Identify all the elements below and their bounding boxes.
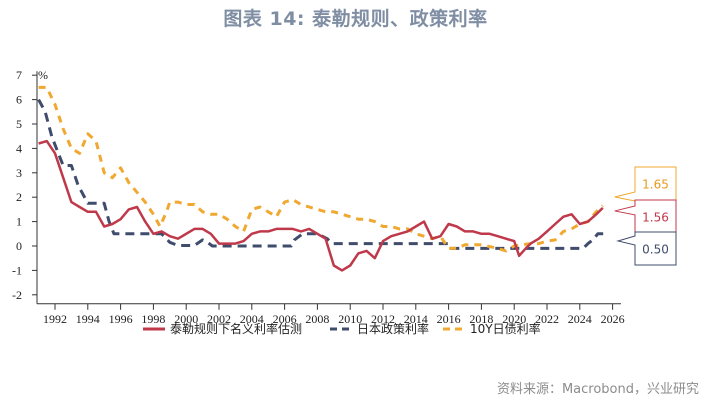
x-tick-label: 1998: [141, 312, 165, 326]
y-tick-label: 6: [16, 93, 22, 107]
x-tick-label: 2020: [502, 312, 526, 326]
y-tick-label: -1: [12, 263, 22, 277]
y-tick-label: 1: [16, 215, 22, 229]
value-callout-label: 0.50: [642, 243, 669, 257]
x-tick-label: 2014: [404, 312, 428, 326]
x-tick-label: 2006: [273, 312, 297, 326]
x-tick-label: 2010: [338, 312, 362, 326]
x-tick-label: 2022: [535, 312, 559, 326]
y-tick-label: 7: [16, 68, 22, 82]
x-tick-label: 2000: [174, 312, 198, 326]
x-tick-label: 2008: [305, 312, 329, 326]
chart-title: 图表 14: 泰勒规则、政策利率: [223, 8, 488, 30]
y-tick-label: 2: [16, 190, 22, 204]
value-callout: [614, 199, 677, 234]
x-tick-label: 1994: [76, 312, 100, 326]
y-tick-label: 4: [16, 141, 22, 155]
y-tick-label: 3: [16, 166, 22, 180]
x-tick-label: 2004: [240, 312, 264, 326]
legend-label: 泰勒规则下名义利率估测: [170, 321, 302, 336]
x-tick-label: 2002: [207, 312, 231, 326]
x-tick-label: 2024: [568, 312, 592, 326]
x-tick-label: 2016: [437, 312, 461, 326]
value-callout-label: 1.65: [642, 178, 669, 192]
series-line-2: [38, 85, 604, 253]
x-tick-label: 1996: [109, 312, 133, 326]
series-line-1: [37, 98, 606, 250]
value-callout: [616, 231, 677, 266]
source-note: 资料来源：Macrobond，兴业研究: [496, 382, 699, 397]
x-tick-label: 2026: [601, 312, 625, 326]
y-tick-label: 5: [16, 117, 22, 131]
legend-label: 10Y日债利率: [470, 321, 541, 336]
x-tick-label: 1992: [43, 312, 67, 326]
y-tick-label: -2: [12, 288, 22, 302]
x-tick-label: 2018: [469, 312, 493, 326]
x-tick-label: 2012: [371, 312, 395, 326]
series-line-0: [38, 139, 604, 272]
value-callout-label: 1.56: [642, 211, 669, 225]
y-unit-label: %: [38, 68, 48, 82]
legend-label: 日本政策利率: [357, 321, 429, 336]
y-tick-label: 0: [16, 239, 22, 253]
